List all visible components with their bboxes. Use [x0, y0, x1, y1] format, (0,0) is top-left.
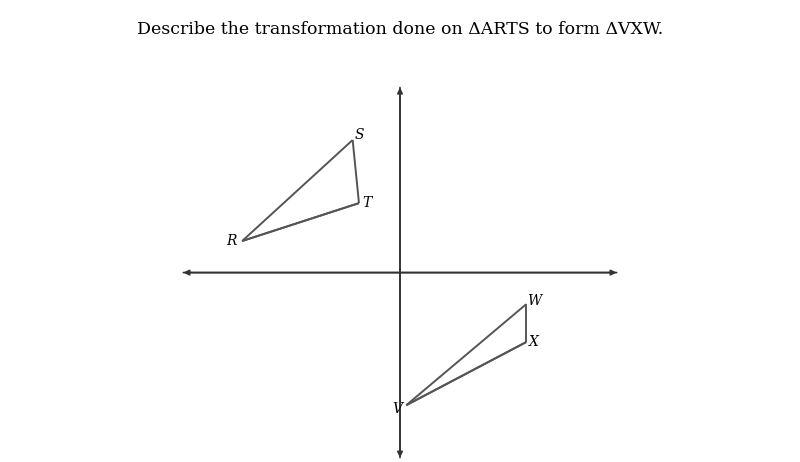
- Text: R: R: [226, 234, 236, 248]
- Text: V: V: [393, 402, 402, 416]
- Text: T: T: [362, 196, 371, 210]
- Text: Describe the transformation done on ΔARTS to form ΔVXW.: Describe the transformation done on ΔART…: [137, 21, 663, 38]
- Text: W: W: [527, 294, 542, 308]
- Text: X: X: [530, 335, 539, 349]
- Text: S: S: [355, 128, 364, 142]
